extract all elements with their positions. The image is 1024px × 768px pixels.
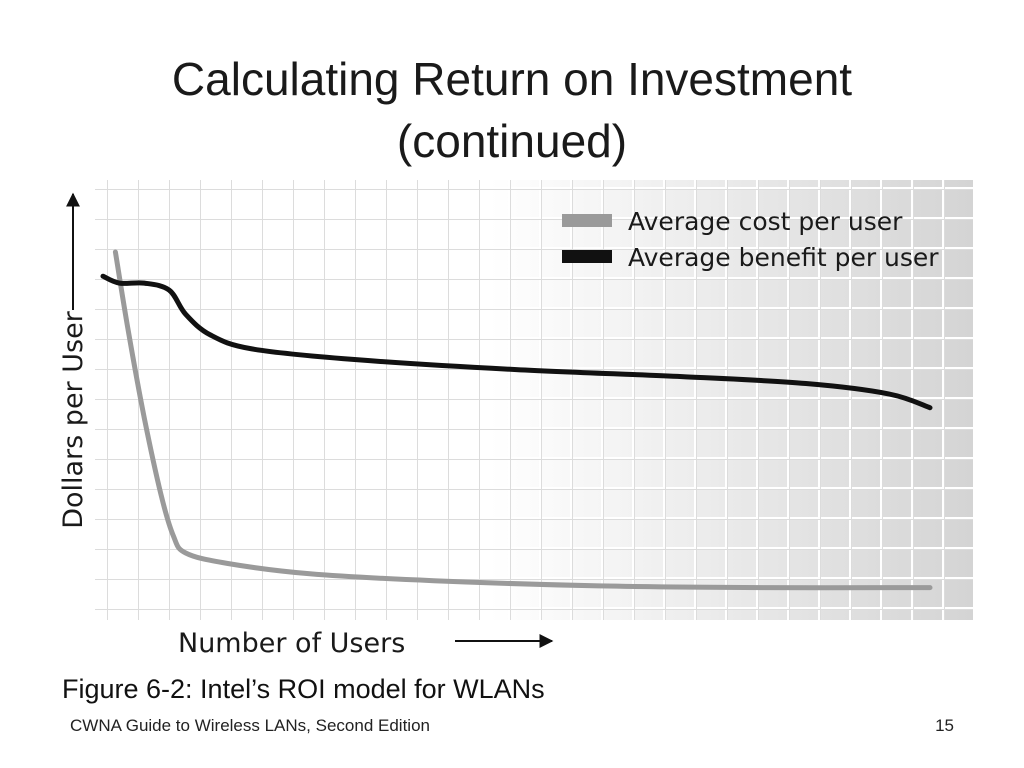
legend-label-average-benefit-per-user: Average benefit per user (628, 243, 939, 272)
series-line-average-cost-per-user (112, 249, 933, 591)
legend-swatch-average-cost-per-user (562, 214, 612, 227)
figure-caption: Figure 6-2: Intel’s ROI model for WLANs (62, 674, 545, 704)
page-number: 15 (935, 716, 954, 735)
y-axis-label: Dollars per User (58, 310, 89, 528)
legend: Average cost per user Average benefit per… (562, 207, 939, 272)
slide-title: Calculating Return on Investment (contin… (0, 48, 1024, 172)
legend-label-average-cost-per-user: Average cost per user (628, 207, 903, 236)
x-axis-label: Number of Users (178, 628, 405, 659)
grid-lines (95, 180, 973, 620)
footer-text: CWNA Guide to Wireless LANs, Second Edit… (70, 716, 430, 735)
series-line-average-benefit-per-user (100, 273, 933, 411)
legend-swatch-average-benefit-per-user (562, 250, 612, 263)
series-lines (100, 249, 933, 591)
slide-title-line2: (continued) (396, 115, 628, 167)
slide-title-line1: Calculating Return on Investment (171, 53, 853, 105)
